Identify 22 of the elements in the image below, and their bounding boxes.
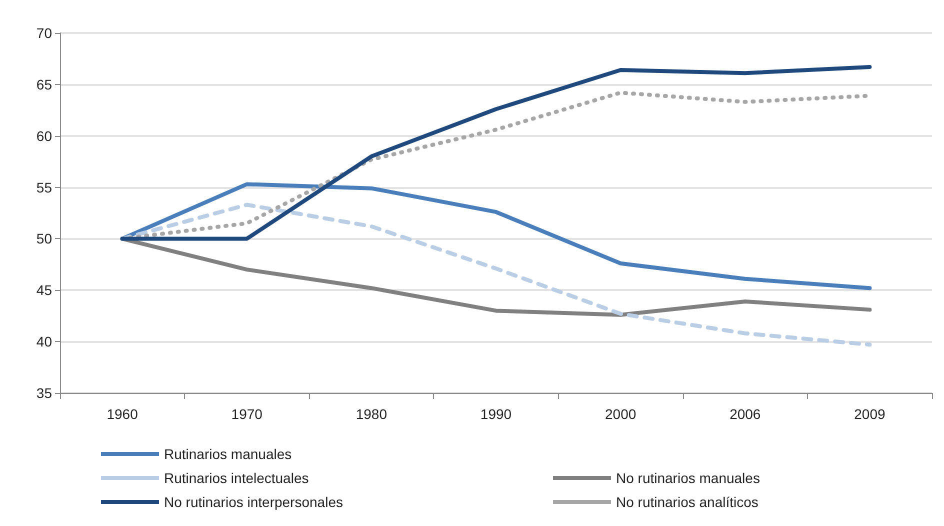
x-tick-label: 1990 [480, 406, 512, 422]
y-tick-label: 40 [36, 334, 52, 350]
x-tick-label: 2000 [604, 406, 636, 422]
line-series [120, 182, 872, 290]
y-tick-label: 70 [36, 25, 52, 41]
x-tick-label: 2006 [730, 406, 761, 422]
y-tick-label: 55 [36, 179, 52, 196]
y-tick-label: 45 [36, 282, 52, 298]
x-tick-label: 1960 [106, 406, 138, 422]
x-tick-label: 1980 [356, 406, 388, 422]
y-tick-label: 60 [36, 128, 52, 144]
line-series [120, 236, 872, 317]
x-tick-label: 2009 [854, 406, 886, 422]
legend-label: No rutinarios interpersonales [164, 494, 343, 510]
x-tick-label: 1970 [231, 406, 263, 422]
legend-label: Rutinarios manuales [164, 446, 292, 462]
legend-label: No rutinarios manuales [616, 470, 760, 486]
y-tick-label: 35 [36, 385, 52, 401]
y-tick-label: 65 [36, 76, 52, 92]
legend-label: No rutinarios analíticos [616, 494, 758, 510]
y-tick-label: 50 [36, 230, 52, 247]
legend-label: Rutinarios intelectuales [164, 470, 309, 486]
